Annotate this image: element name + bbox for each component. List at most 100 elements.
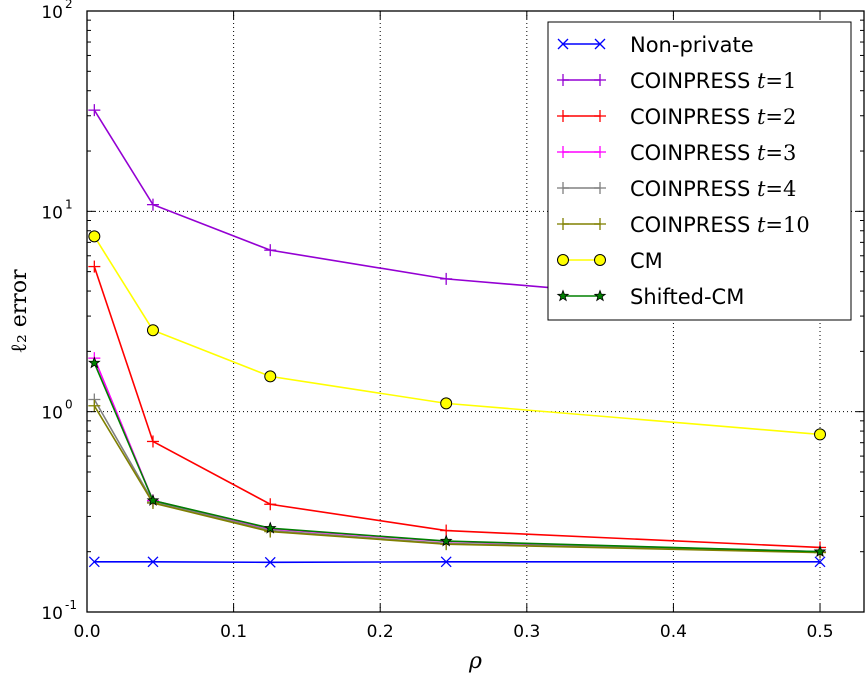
x-tick-label: 0.5 [806, 622, 833, 642]
star-marker [813, 545, 827, 558]
plus-marker [594, 182, 606, 194]
y-tick-label: 10 [41, 203, 63, 223]
x-marker-stroke [88, 556, 100, 568]
x-tick-label: 0.1 [220, 622, 247, 642]
legend-t-variable: t [750, 105, 766, 129]
legend-label: COINPRESS t=4 [630, 177, 796, 201]
legend-t-value: 3 [783, 141, 796, 165]
y-tick-exponent: -1 [65, 598, 77, 612]
legend-label-text: CM [630, 249, 663, 273]
plus-marker [594, 110, 606, 122]
legend-label-text: COINPRESS [630, 213, 750, 237]
y-tick-label: 10 [41, 3, 63, 23]
legend-entry: Shifted-CM [556, 285, 744, 309]
legend-t-variable: t [750, 141, 766, 165]
x-marker-stroke [147, 556, 159, 568]
legend-t-variable: t [750, 69, 766, 93]
legend-equals: = [765, 141, 783, 165]
circle-marker [594, 254, 606, 266]
series-layer [88, 104, 827, 568]
plus-marker [146, 198, 159, 211]
y-tick-base: 10 [41, 604, 63, 624]
series-cm [88, 230, 827, 441]
x-marker-stroke [557, 38, 569, 50]
legend-t-value: 1 [783, 69, 796, 93]
legend-label-text: COINPRESS [630, 69, 750, 93]
x-axis-label: ρ [468, 649, 482, 674]
plus-marker [264, 244, 277, 257]
plus-marker [88, 104, 101, 117]
legend-t-value: 10 [783, 213, 810, 237]
y-tick-label: 10 [41, 404, 63, 424]
x-marker [814, 556, 826, 568]
x-marker [440, 556, 452, 568]
legend-t-variable: t [750, 177, 766, 201]
plus-marker [594, 74, 606, 86]
plus-marker [557, 74, 569, 86]
legend-entry: CM [557, 249, 663, 273]
series-non-private [88, 556, 826, 568]
legend-box [547, 21, 852, 321]
x-marker-stroke [440, 556, 452, 568]
plus-marker [88, 399, 101, 412]
plus-marker [146, 435, 159, 448]
star-marker [593, 289, 607, 302]
circle-marker [814, 428, 827, 441]
x-marker-stroke [264, 556, 276, 568]
legend-label: Non-private [630, 33, 754, 57]
plus-marker [557, 182, 569, 194]
x-tick-label: 0.3 [513, 622, 540, 642]
legend-label: Shifted-CM [630, 285, 744, 309]
star-marker [439, 534, 453, 547]
x-marker [594, 38, 606, 50]
y-tick-exponent: 1 [65, 197, 73, 211]
circle-marker [88, 230, 101, 243]
legend-entry: Non-private [557, 33, 754, 57]
plus-marker [594, 146, 606, 158]
circle-marker [440, 397, 453, 410]
legend-label: COINPRESS t=3 [630, 141, 796, 165]
x-tick-label: 0.0 [73, 622, 100, 642]
legend-label-text: COINPRESS [630, 105, 750, 129]
legend-equals: = [765, 69, 783, 93]
x-marker [88, 556, 100, 568]
plus-marker [557, 218, 569, 230]
plus-marker [557, 110, 569, 122]
star-marker [88, 356, 101, 369]
plus-marker [440, 272, 453, 285]
plus-marker [88, 260, 101, 273]
series-shifted-cm [88, 356, 827, 558]
legend-t-value: 4 [783, 177, 796, 201]
plus-marker [264, 498, 277, 511]
star-marker [263, 521, 277, 534]
y-tick-label: 10 [41, 604, 63, 624]
circle-marker [146, 324, 159, 337]
legend-label: CM [630, 249, 663, 273]
x-tick-label: 0.2 [367, 622, 394, 642]
legend-entry: COINPRESS t=2 [557, 105, 796, 129]
legend-entry: COINPRESS t=1 [557, 69, 796, 93]
star-marker [146, 493, 160, 506]
legend-equals: = [765, 177, 783, 201]
y-tick-base: 10 [41, 203, 63, 223]
legend-label: COINPRESS t=1 [630, 69, 796, 93]
y-tick-base: 10 [41, 3, 63, 23]
legend-t-value: 2 [783, 105, 796, 129]
circle-marker [264, 370, 277, 383]
legend-entry: COINPRESS t=4 [557, 177, 796, 201]
x-marker-stroke [814, 556, 826, 568]
plot-frame [86, 10, 865, 613]
x-marker [264, 556, 276, 568]
legend-entry: COINPRESS t=3 [557, 141, 796, 165]
x-marker [147, 556, 159, 568]
x-marker [557, 38, 569, 50]
y-tick-base: 10 [41, 404, 63, 424]
legend-t-variable: t [750, 213, 766, 237]
legend-label-text: Non-private [630, 33, 754, 57]
circle-marker [557, 254, 569, 266]
plus-marker [594, 218, 606, 230]
legend-label-text: COINPRESS [630, 177, 750, 201]
